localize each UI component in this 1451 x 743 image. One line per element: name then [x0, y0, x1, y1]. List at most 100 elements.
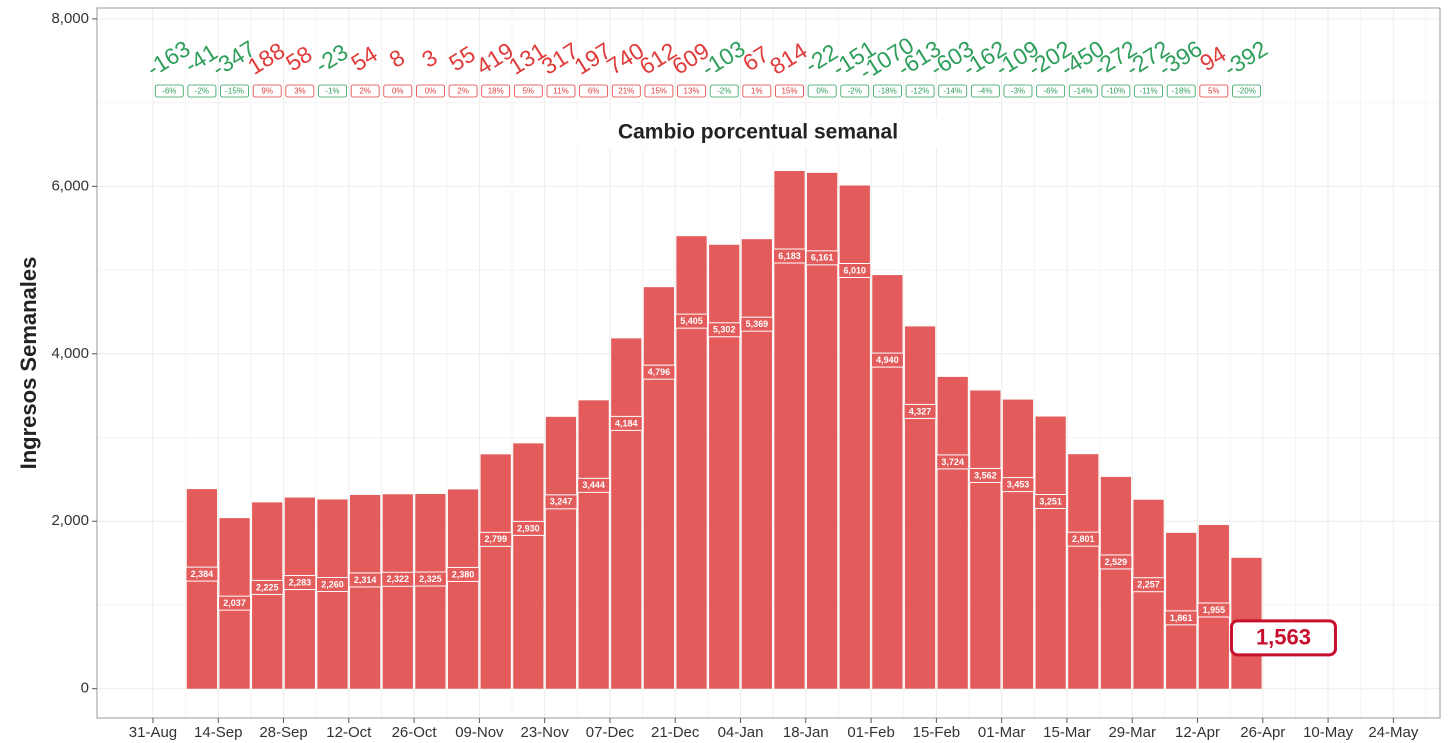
- value-label: 2,257: [1137, 580, 1160, 590]
- x-tick-label: 14-Sep: [194, 724, 242, 741]
- value-label: 2,322: [387, 574, 410, 584]
- value-label: 1,955: [1203, 605, 1226, 615]
- value-label: 4,940: [876, 355, 899, 365]
- value-label-box: [968, 467, 1002, 483]
- pct-box: [742, 84, 772, 98]
- x-tick-label: 26-Apr: [1240, 724, 1285, 741]
- pct-box: [970, 84, 1000, 98]
- marks: 2,384 2,037 2,225 2,283 2,260 2,314 2,322 2,325…: [185, 171, 1337, 689]
- value-label-box: [413, 571, 447, 587]
- x-tick-label: 31-Aug: [129, 724, 177, 741]
- pct-label: 15%: [781, 87, 797, 96]
- bar: [350, 494, 381, 689]
- value-label: 2,283: [289, 577, 312, 587]
- bar: [839, 185, 870, 689]
- value-label: 4,184: [615, 418, 638, 428]
- pct-label: 2%: [457, 87, 469, 96]
- x-tick-label: 15-Mar: [1043, 724, 1091, 741]
- pct-box: [1232, 84, 1261, 98]
- x-tick-label: 07-Dec: [586, 724, 635, 741]
- bar: [1068, 454, 1099, 689]
- x-tick-label: 01-Feb: [847, 724, 895, 741]
- pct-box: [285, 84, 315, 98]
- value-label-box: [609, 415, 643, 431]
- title-background: [565, 118, 951, 148]
- value-label: 2,037: [223, 598, 246, 608]
- pct-box: [644, 84, 674, 98]
- pct-box: [546, 84, 576, 98]
- pct-box: [383, 84, 413, 98]
- bar: [415, 494, 446, 689]
- value-label-box: [805, 250, 839, 266]
- pct-box: [154, 84, 184, 98]
- x-tick-label: 18-Jan: [783, 724, 829, 741]
- x-tick-label: 09-Nov: [455, 724, 504, 741]
- value-label: 4,796: [648, 367, 671, 377]
- value-label: 3,444: [582, 480, 605, 490]
- value-label: 2,930: [517, 523, 540, 533]
- pct-label: 2%: [359, 87, 371, 96]
- pct-label: -2%: [195, 87, 209, 96]
- value-label-box: [903, 403, 937, 419]
- value-label: 6,010: [844, 265, 867, 275]
- pct-box: [873, 84, 902, 98]
- pct-box: [350, 84, 380, 98]
- pct-label: 1%: [751, 87, 763, 96]
- x-tick-label: 29-Mar: [1108, 724, 1156, 741]
- bar: [252, 502, 283, 689]
- value-label-box: [642, 364, 676, 380]
- value-label: 2,384: [191, 569, 214, 579]
- bar: [1133, 499, 1164, 689]
- bar: [317, 499, 348, 689]
- value-label-box: [185, 566, 219, 582]
- value-label-box: [838, 263, 872, 278]
- bar: [1002, 399, 1034, 689]
- value-label: 2,529: [1105, 557, 1128, 567]
- pct-label: 5%: [523, 87, 535, 96]
- y-axis-label: Ingresos Semanales: [16, 257, 41, 470]
- x-tick-label: 01-Mar: [978, 724, 1026, 741]
- bar: [545, 416, 577, 689]
- value-label-box: [544, 494, 578, 510]
- pct-label: -2%: [717, 87, 731, 96]
- value-label: 1,861: [1170, 613, 1193, 623]
- pct-label: -6%: [1044, 87, 1058, 96]
- x-tick-label: 04-Jan: [718, 724, 764, 741]
- y-tick-label: 6,000: [51, 177, 89, 194]
- value-label-box: [1001, 477, 1035, 493]
- pct-box: [840, 84, 870, 98]
- pct-label: -20%: [1237, 87, 1256, 96]
- value-label-box: [1164, 610, 1198, 626]
- pct-box: [187, 84, 217, 98]
- pct-box: [1036, 84, 1066, 98]
- value-label-box: [511, 520, 545, 536]
- pct-label: 15%: [651, 87, 667, 96]
- pct-box: [579, 84, 609, 98]
- value-label: 3,562: [974, 470, 997, 480]
- pct-box: [775, 84, 804, 98]
- pct-box: [252, 84, 282, 98]
- pct-box: [677, 84, 706, 98]
- bar: [970, 390, 1001, 689]
- value-label-box: [218, 595, 252, 611]
- value-label: 3,724: [941, 457, 964, 467]
- bar: [709, 244, 740, 689]
- pct-box: [1003, 84, 1033, 98]
- value-label-box: [250, 579, 284, 595]
- value-label-box: [936, 454, 970, 470]
- value-label-box: [1034, 494, 1068, 510]
- bar: [937, 376, 968, 689]
- pct-box: [611, 84, 641, 98]
- value-label: 3,247: [550, 497, 573, 507]
- value-label: 2,799: [484, 534, 507, 544]
- bar: [578, 400, 609, 689]
- value-label: 2,225: [256, 582, 279, 592]
- bar: [1035, 416, 1066, 689]
- value-label-box: [675, 313, 709, 329]
- x-tick-label: 23-Nov: [520, 724, 569, 741]
- value-label: 2,380: [452, 569, 475, 579]
- bar: [382, 494, 413, 689]
- value-label-box: [1132, 577, 1166, 593]
- y-tick-label: 0: [81, 680, 89, 697]
- value-label: 2,260: [321, 579, 344, 589]
